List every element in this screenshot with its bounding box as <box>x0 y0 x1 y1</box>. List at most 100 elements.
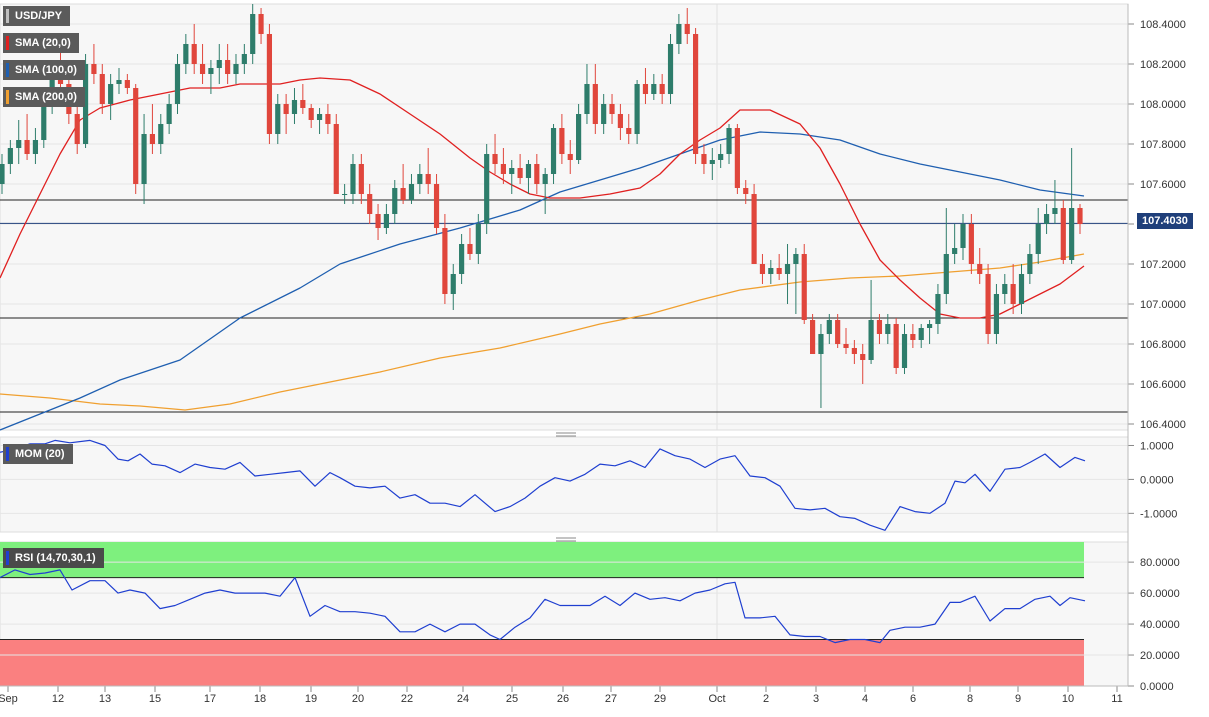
candle-body <box>216 60 222 68</box>
candle-body <box>676 24 682 44</box>
candle <box>467 228 473 260</box>
candle <box>367 184 373 224</box>
x-tick-label: Oct <box>708 693 725 705</box>
mom-line <box>0 439 1086 531</box>
candle <box>350 154 356 204</box>
candle-body <box>1018 274 1025 304</box>
candle-body <box>124 80 130 88</box>
candle <box>534 154 540 194</box>
candle-body <box>300 100 306 108</box>
candle <box>709 148 715 180</box>
x-tick-label: 22 <box>401 693 413 705</box>
candle-body <box>592 84 598 124</box>
legend-sma-20[interactable]: SMA (20,0) <box>3 33 79 53</box>
x-tick-label: 9 <box>1015 693 1021 705</box>
candle <box>358 154 364 204</box>
candle <box>876 314 883 344</box>
candle-body <box>325 114 331 124</box>
candle-body <box>634 84 640 134</box>
x-tick-label: 27 <box>605 693 617 705</box>
candle-body <box>492 154 498 164</box>
x-tick-label: 4 <box>862 693 868 705</box>
candle-body <box>32 140 39 154</box>
y-tick-label-price: 106.8000 <box>1140 339 1186 351</box>
legend-symbol[interactable]: USD/JPY <box>3 6 71 26</box>
candle-body <box>116 80 122 84</box>
rsi-oversold-zone <box>0 639 1084 686</box>
candle <box>1043 204 1050 234</box>
y-tick-label-mom: -1.0000 <box>1140 508 1177 520</box>
candle <box>408 174 415 204</box>
candle-body <box>459 244 465 274</box>
candle <box>935 284 941 334</box>
candle-body <box>99 74 105 104</box>
candle <box>1069 148 1075 264</box>
candle-body <box>901 334 908 368</box>
candle <box>291 88 298 124</box>
candle <box>183 34 189 74</box>
candle <box>743 180 749 204</box>
candle <box>601 94 607 134</box>
candle-body <box>893 324 899 368</box>
candle-body <box>576 114 582 160</box>
y-tick-label-price: 108.0000 <box>1140 99 1186 111</box>
candle <box>124 74 130 94</box>
candle-body <box>408 184 415 200</box>
candle-body <box>225 60 231 74</box>
candle-body <box>642 84 649 94</box>
candle <box>843 328 849 354</box>
candle <box>893 318 899 374</box>
candle-body <box>91 64 97 74</box>
candle <box>392 180 398 224</box>
candle <box>693 28 699 164</box>
candle <box>459 234 465 284</box>
candle <box>141 114 147 204</box>
legend-rsi[interactable]: RSI (14,70,30,1) <box>3 548 104 568</box>
candle-body <box>860 354 866 360</box>
legend-mom[interactable]: MOM (20) <box>3 444 73 464</box>
candle <box>626 114 632 144</box>
candle-body <box>559 128 565 154</box>
legend-symbol-label: USD/JPY <box>15 10 63 22</box>
x-tick-label: Sep <box>0 693 18 705</box>
candle-body <box>108 84 114 104</box>
candle-body <box>82 64 89 144</box>
candle-body <box>784 264 791 274</box>
candle <box>0 154 5 194</box>
candle <box>910 324 916 348</box>
candle-body <box>74 114 80 144</box>
y-tick-label-rsi: 80.0000 <box>1140 557 1180 569</box>
candle-body <box>617 114 623 128</box>
candle <box>216 44 222 84</box>
legend-sma-100[interactable]: SMA (100,0) <box>3 60 85 80</box>
x-tick-label: 11 <box>1111 693 1122 705</box>
legend-sma-20-swatch <box>6 36 9 50</box>
candle-body <box>684 24 690 34</box>
candle <box>333 114 339 194</box>
x-tick-label: 18 <box>254 693 266 705</box>
candle-body <box>24 140 30 154</box>
candle-body <box>1010 284 1016 304</box>
candle <box>860 344 866 384</box>
candle <box>667 34 674 104</box>
candle-body <box>174 64 181 104</box>
candle-body <box>734 128 740 188</box>
candle-body <box>442 228 448 294</box>
pane-bg-price <box>0 3 1129 431</box>
candle-body <box>358 164 364 194</box>
candle <box>1077 204 1083 234</box>
candle-body <box>1035 224 1041 254</box>
candle <box>74 104 80 154</box>
candle <box>308 104 314 128</box>
candle <box>241 44 247 74</box>
candle-body <box>183 44 189 64</box>
candle <box>651 74 657 100</box>
x-tick-label: 25 <box>506 693 518 705</box>
candle <box>7 140 13 174</box>
candle-body <box>484 154 490 224</box>
y-tick-label-rsi: 20.0000 <box>1140 650 1180 662</box>
candle-body <box>542 174 548 184</box>
legend-sma-200[interactable]: SMA (200,0) <box>3 87 85 107</box>
x-tick-label: 6 <box>910 693 916 705</box>
candle <box>659 74 665 104</box>
